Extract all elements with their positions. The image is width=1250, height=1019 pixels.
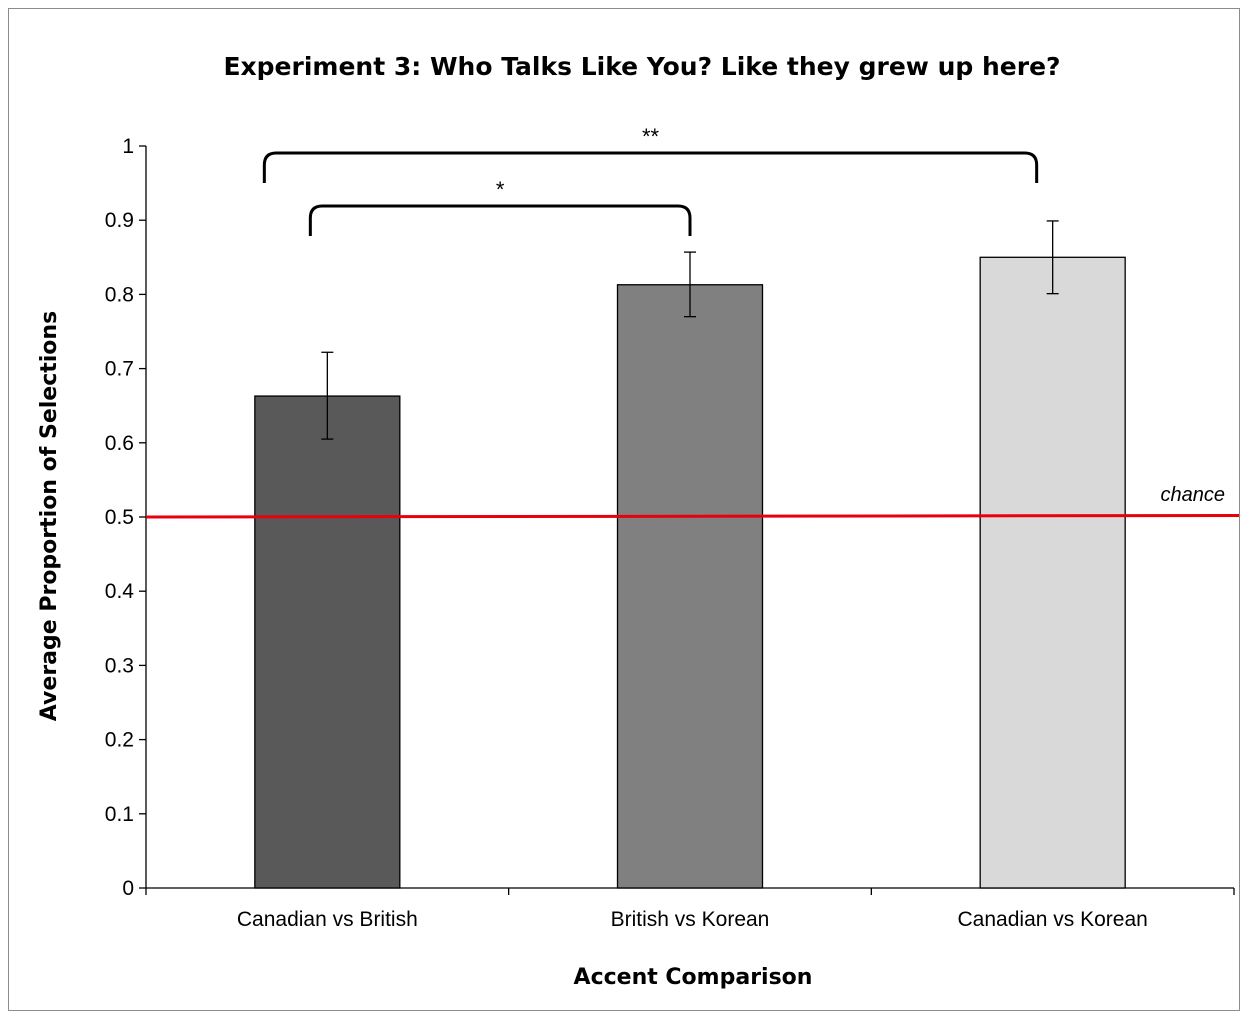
category-label-1: Canadian vs British (237, 908, 418, 931)
bar-chart: Experiment 3: Who Talks Like You? Like t… (37, 52, 1240, 990)
y-tick-label: 0.3 (105, 654, 134, 677)
y-tick-label: 0.4 (105, 580, 135, 603)
chart-title: Experiment 3: Who Talks Like You? Like t… (223, 52, 1060, 81)
y-tick-label: 0.2 (105, 729, 134, 752)
bar-3 (979, 256, 1126, 889)
y-tick-label: 0.9 (105, 209, 134, 232)
chance-label: chance (1161, 484, 1226, 506)
y-tick-label: 1 (122, 135, 134, 158)
plot-area: 0 0.1 0.2 0.3 0.4 0.5 0.6 0.7 0.8 0.9 1 Canadian vs… (105, 124, 1240, 931)
chart-frame: Experiment 3: Who Talks Like You? Like t… (8, 8, 1240, 1011)
y-tick-label: 0.6 (105, 432, 134, 455)
y-tick-label: 0.1 (105, 803, 134, 826)
y-tick-label: 0.8 (105, 283, 134, 306)
bar-1 (254, 395, 401, 889)
y-tick-label: 0.5 (105, 506, 134, 529)
category-label-3: Canadian vs Korean (958, 908, 1148, 931)
y-tick-label: 0.7 (105, 358, 134, 381)
x-axis-title: Accent Comparison (574, 965, 813, 990)
significance-label-2: ** (642, 124, 660, 149)
y-tick-label: 0 (122, 877, 134, 900)
category-label-2: British vs Korean (611, 908, 770, 931)
significance-bracket-2 (262, 151, 1039, 183)
chance-line (145, 514, 1240, 519)
bar-2 (616, 284, 764, 889)
significance-label-1: * (496, 177, 505, 202)
significance-bracket-1 (308, 204, 692, 236)
y-axis-title: Average Proportion of Selections (37, 311, 62, 721)
